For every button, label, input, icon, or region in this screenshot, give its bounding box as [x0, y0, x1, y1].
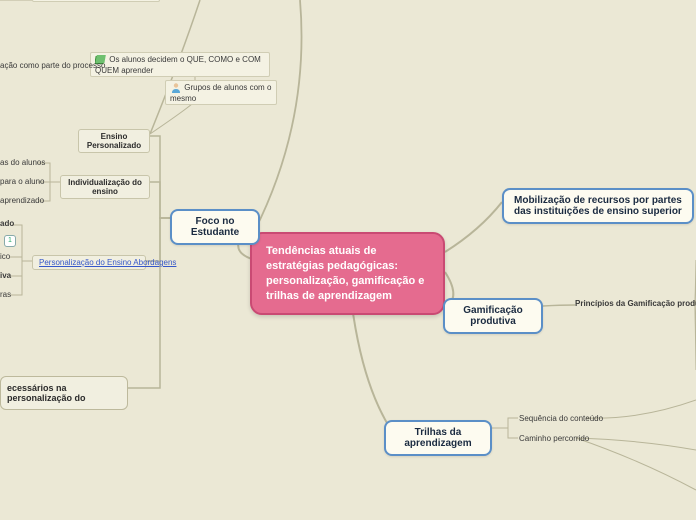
- label-alunos-decidem: Os alunos decidem o QUE, COMO e COM QUEM…: [95, 55, 261, 75]
- partial-aprendizado: aprendizado: [0, 196, 44, 205]
- branch-foco-estudante[interactable]: Foco no Estudante: [170, 209, 260, 245]
- partial-ico: ico: [0, 252, 10, 261]
- branch-gamificacao[interactable]: Gamificação produtiva: [443, 298, 543, 334]
- node-personalizacao-abordagens[interactable]: Personalização do Ensino Abordagens: [32, 255, 146, 270]
- count-badge[interactable]: 1: [4, 229, 16, 247]
- central-node[interactable]: Tendências atuais de estratégias pedagóg…: [250, 232, 445, 315]
- person-icon: [170, 82, 182, 94]
- partial-top-box: [32, 0, 160, 2]
- badge-number: 1: [4, 235, 16, 247]
- partial-alunos: as do alunos: [0, 158, 45, 167]
- partial-para-aluno: para o aluno: [0, 177, 44, 186]
- partial-iva: iva: [0, 271, 11, 280]
- partial-ras: ras: [0, 290, 11, 299]
- mindmap-canvas[interactable]: Tendências atuais de estratégias pedagóg…: [0, 0, 696, 520]
- node-alunos-decidem[interactable]: Os alunos decidem o QUE, COMO e COM QUEM…: [90, 52, 270, 77]
- node-principios-gamificacao[interactable]: Princípios da Gamificação produtiva: [575, 299, 695, 308]
- partial-ado: ado: [0, 219, 14, 228]
- node-caminho-percorrido[interactable]: Caminho percorrido: [519, 434, 589, 443]
- branch-mobilizacao[interactable]: Mobilização de recursos por partes das i…: [502, 188, 694, 224]
- node-necessarios[interactable]: ecessários na personalização do: [0, 376, 128, 410]
- link-personalizacao[interactable]: Personalização do Ensino Abordagens: [39, 258, 176, 267]
- partial-processo: ação como parte do processo: [0, 61, 105, 70]
- node-sequencia-conteudo[interactable]: Sequência do conteúdo: [519, 414, 603, 423]
- label-grupos: Grupos de alunos com o mesmo: [170, 83, 271, 103]
- node-grupos-alunos[interactable]: Grupos de alunos com o mesmo: [165, 80, 277, 105]
- branch-trilhas[interactable]: Trilhas da aprendizagem: [384, 420, 492, 456]
- node-individualizacao[interactable]: Individualização do ensino: [60, 175, 150, 199]
- node-ensino-personalizado[interactable]: Ensino Personalizado: [78, 129, 150, 153]
